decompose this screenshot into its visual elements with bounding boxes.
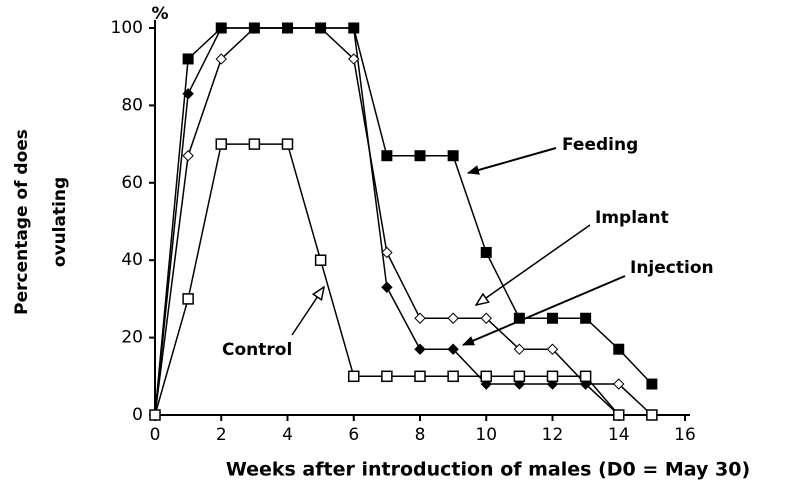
annotation: Implant bbox=[595, 208, 669, 228]
x-tick-label: 2 bbox=[216, 425, 227, 445]
data-point bbox=[182, 293, 194, 305]
data-point bbox=[613, 409, 625, 421]
x-tick-label: 8 bbox=[415, 425, 426, 445]
y-axis-label: Percentage of does bbox=[12, 129, 32, 315]
data-point bbox=[547, 312, 558, 324]
y-tick-label: 60 bbox=[121, 173, 143, 193]
data-point bbox=[348, 370, 360, 383]
x-tick-label: 6 bbox=[348, 425, 359, 445]
data-point bbox=[546, 343, 559, 355]
data-point bbox=[182, 53, 194, 65]
y-tick-label: 0 bbox=[132, 405, 143, 425]
data-point bbox=[314, 22, 327, 34]
annotation-arrow bbox=[467, 147, 557, 175]
data-point bbox=[215, 22, 227, 34]
data-point bbox=[513, 312, 525, 324]
annotation-arrow bbox=[462, 275, 626, 346]
data-point bbox=[215, 138, 227, 150]
series-line bbox=[154, 27, 653, 416]
data-point bbox=[513, 370, 526, 383]
data-point bbox=[182, 88, 194, 100]
data-point bbox=[314, 254, 327, 266]
data-point bbox=[414, 343, 426, 355]
data-point bbox=[646, 409, 658, 421]
data-point bbox=[215, 53, 227, 65]
data-point bbox=[149, 409, 161, 421]
data-point bbox=[281, 22, 294, 34]
data-point bbox=[579, 370, 592, 383]
data-point bbox=[182, 150, 194, 162]
data-point bbox=[447, 370, 459, 383]
data-point bbox=[381, 150, 393, 162]
data-point bbox=[447, 343, 459, 355]
y-tick-label: 40 bbox=[121, 250, 143, 270]
data-point bbox=[381, 370, 393, 383]
data-point bbox=[513, 343, 526, 355]
data-point bbox=[447, 150, 459, 162]
y-axis-label: ovulating bbox=[50, 177, 70, 267]
x-tick-label: 16 bbox=[674, 425, 696, 445]
x-tick-label: 4 bbox=[282, 425, 293, 445]
data-point bbox=[348, 22, 360, 34]
x-tick-label: 10 bbox=[475, 425, 497, 445]
annotation: Feeding bbox=[562, 135, 638, 155]
data-point bbox=[546, 370, 559, 383]
x-tick-label: 0 bbox=[150, 425, 161, 445]
annotation: Control bbox=[222, 340, 292, 360]
data-point bbox=[480, 312, 492, 324]
data-point bbox=[580, 312, 592, 324]
annotation: Injection bbox=[630, 258, 714, 278]
y-tick-label: 80 bbox=[121, 95, 143, 115]
data-point bbox=[381, 246, 393, 259]
data-point bbox=[480, 370, 492, 383]
y-unit: % bbox=[151, 4, 168, 24]
x-tick-label: 14 bbox=[608, 425, 630, 445]
data-point bbox=[646, 378, 658, 390]
annotation-arrow bbox=[291, 287, 324, 336]
data-point bbox=[613, 343, 625, 355]
annotation-arrow bbox=[476, 224, 591, 305]
data-point bbox=[281, 138, 294, 150]
data-point bbox=[447, 312, 459, 324]
data-point bbox=[480, 246, 492, 258]
x-axis-label: Weeks after introduction of males (D0 = … bbox=[226, 459, 750, 481]
y-tick-label: 20 bbox=[121, 328, 143, 348]
series-line bbox=[154, 143, 652, 416]
data-point bbox=[381, 281, 393, 293]
x-tick-label: 12 bbox=[542, 425, 564, 445]
y-tick-label: 100 bbox=[111, 18, 143, 38]
data-point bbox=[248, 22, 261, 34]
data-point bbox=[613, 378, 625, 390]
data-point bbox=[414, 312, 426, 324]
data-point bbox=[414, 150, 426, 162]
data-point bbox=[414, 370, 426, 383]
data-point bbox=[348, 53, 360, 65]
data-point bbox=[248, 138, 261, 150]
